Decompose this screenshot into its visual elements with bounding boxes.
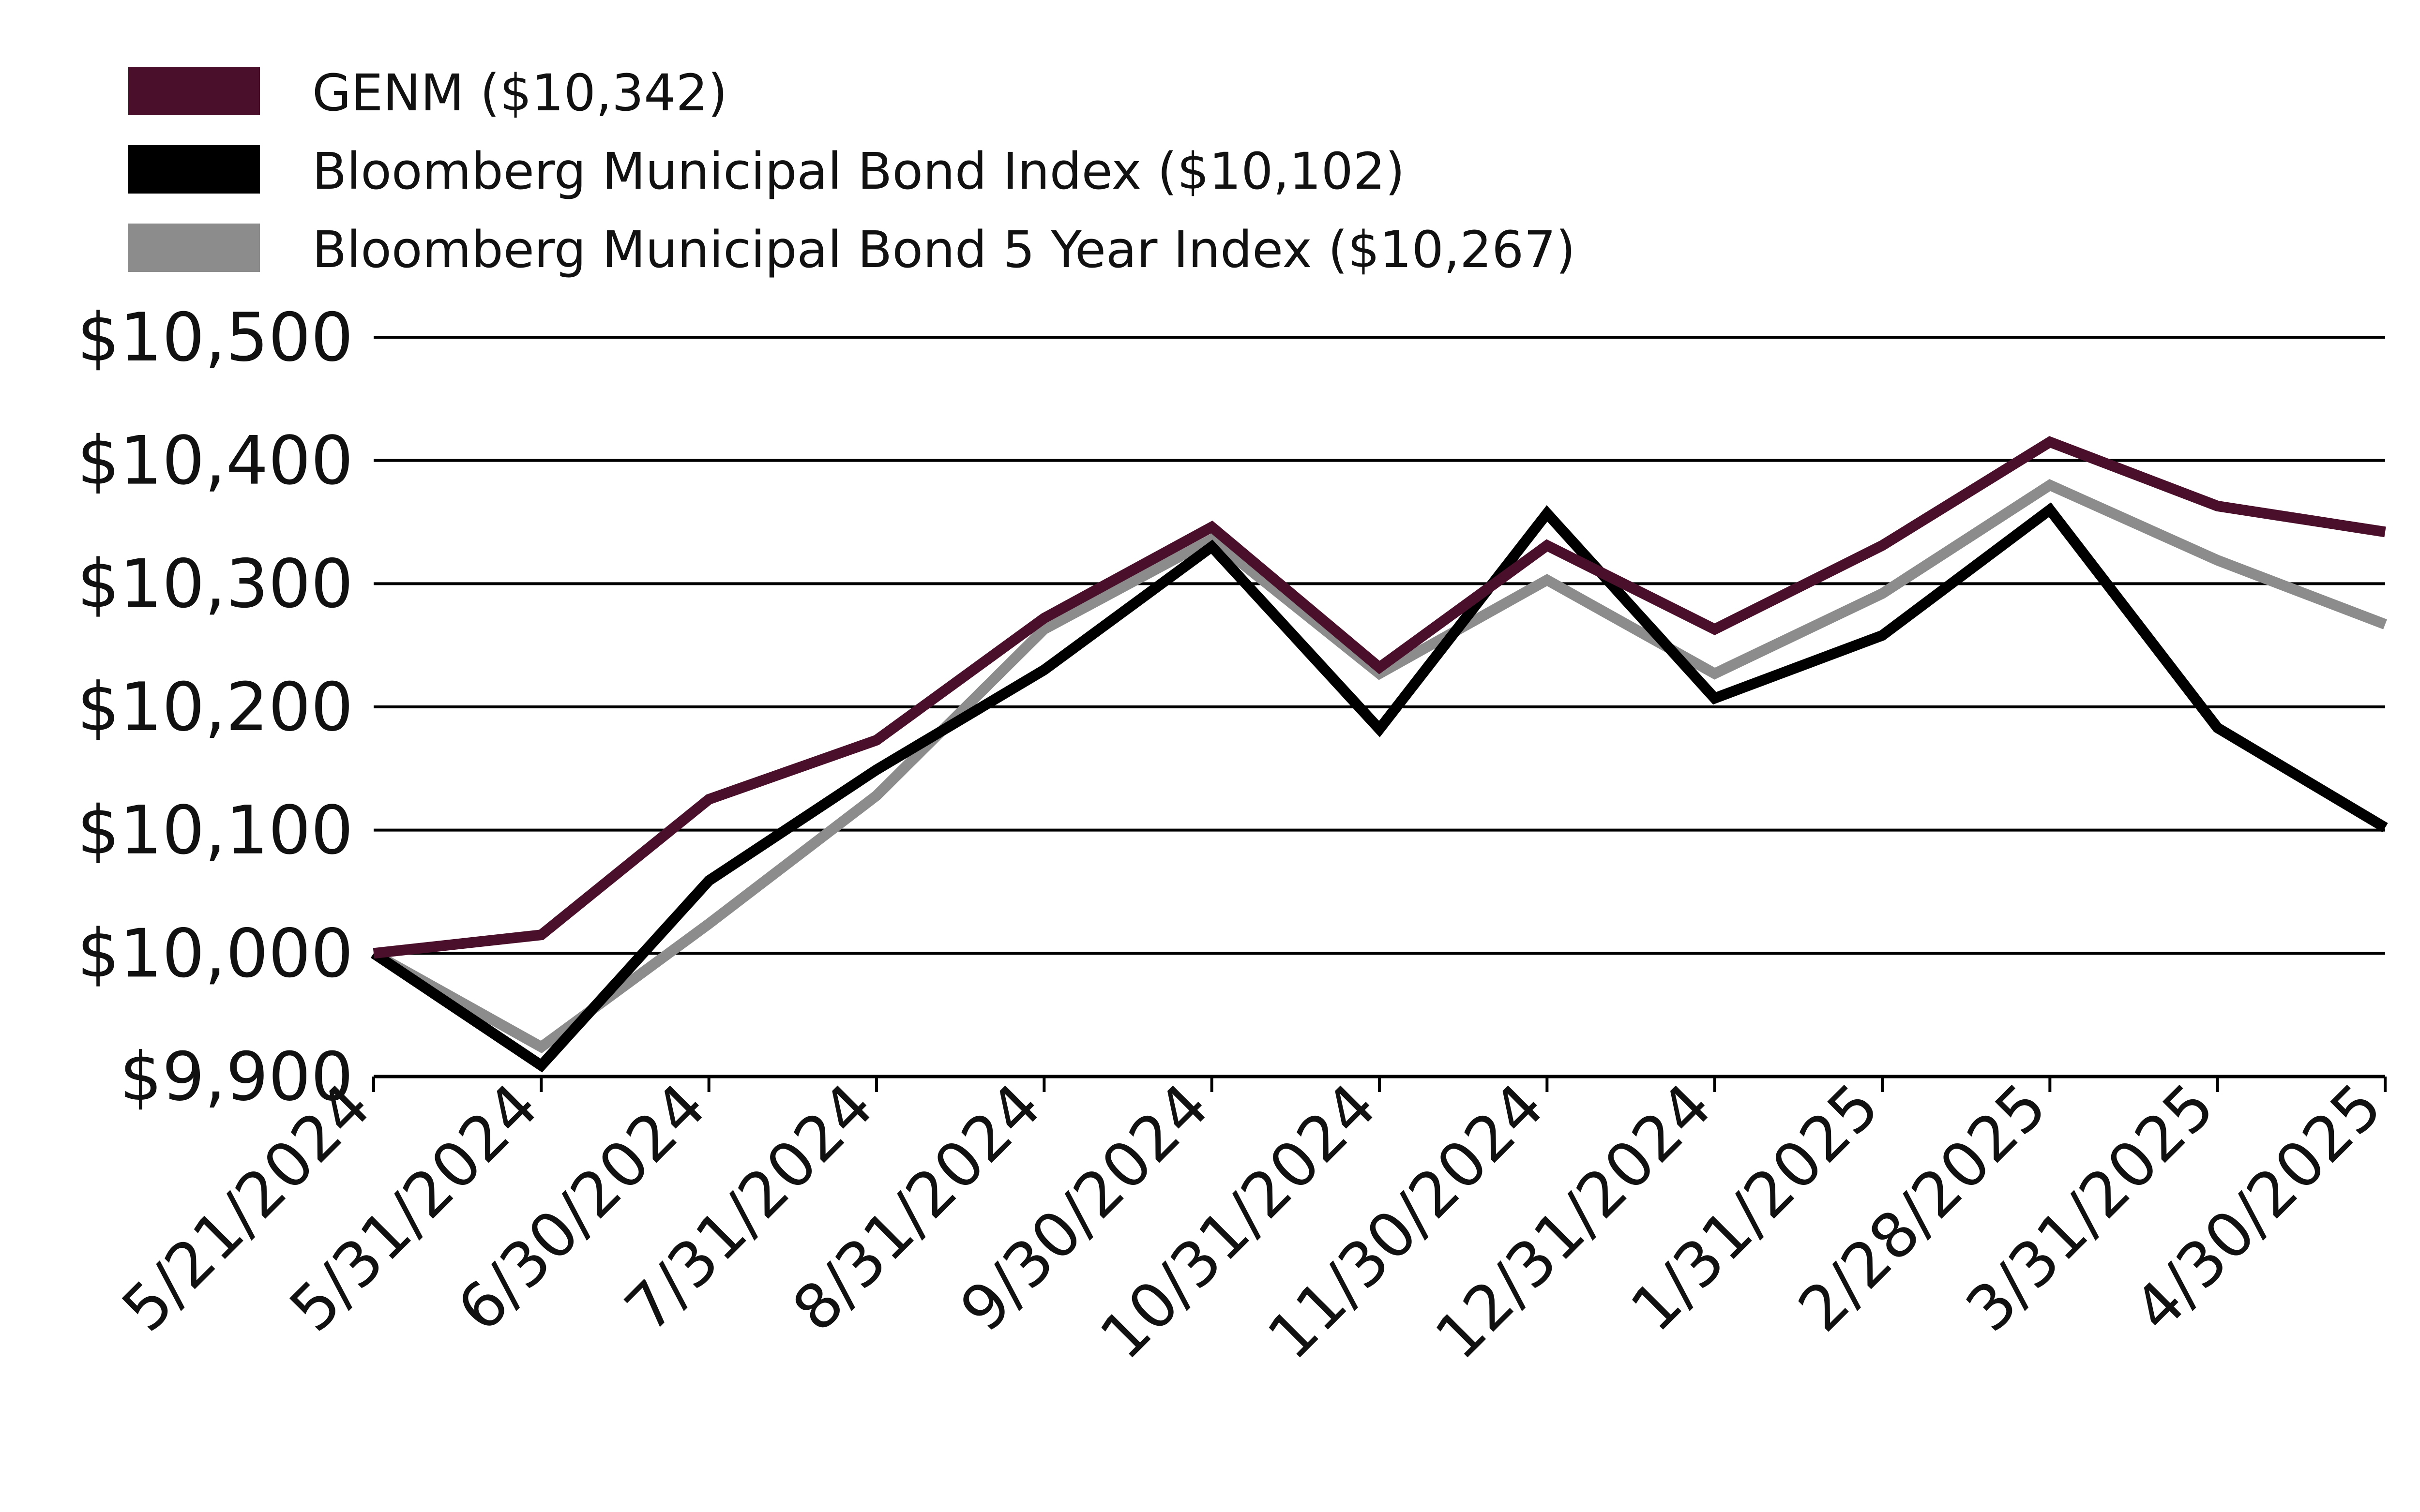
y-tick-label: $10,100 — [77, 792, 353, 869]
x-axis: 5/21/20245/31/20246/30/20247/31/20248/31… — [108, 1070, 2395, 1374]
legend: GENM ($10,342) Bloomberg Municipal Bond I… — [128, 63, 1575, 279]
legend-label: GENM ($10,342) — [312, 63, 727, 122]
y-tick-label: $10,300 — [77, 545, 353, 623]
series-line-1 — [370, 502, 2388, 1073]
series-line-2 — [371, 479, 2387, 1053]
y-tick-label: $9,900 — [120, 1038, 353, 1116]
series-line-0 — [373, 436, 2386, 959]
legend-swatch — [128, 224, 260, 272]
y-tick-label: $10,200 — [77, 668, 353, 746]
legend-label: Bloomberg Municipal Bond Index ($10,102) — [312, 142, 1405, 201]
y-tick-label: $10,000 — [77, 914, 353, 992]
y-axis: $9,900 $10,000 $10,100 $10,200 $10,300 $10,40… — [77, 299, 353, 1116]
legend-swatch — [128, 67, 260, 115]
grid-lines — [374, 336, 2385, 955]
y-tick-label: $10,400 — [77, 422, 353, 500]
legend-label: Bloomberg Municipal Bond 5 Year Index ($… — [312, 220, 1575, 279]
legend-swatch — [128, 145, 260, 194]
series-lines — [370, 436, 2388, 1073]
y-tick-label: $10,500 — [77, 299, 353, 376]
